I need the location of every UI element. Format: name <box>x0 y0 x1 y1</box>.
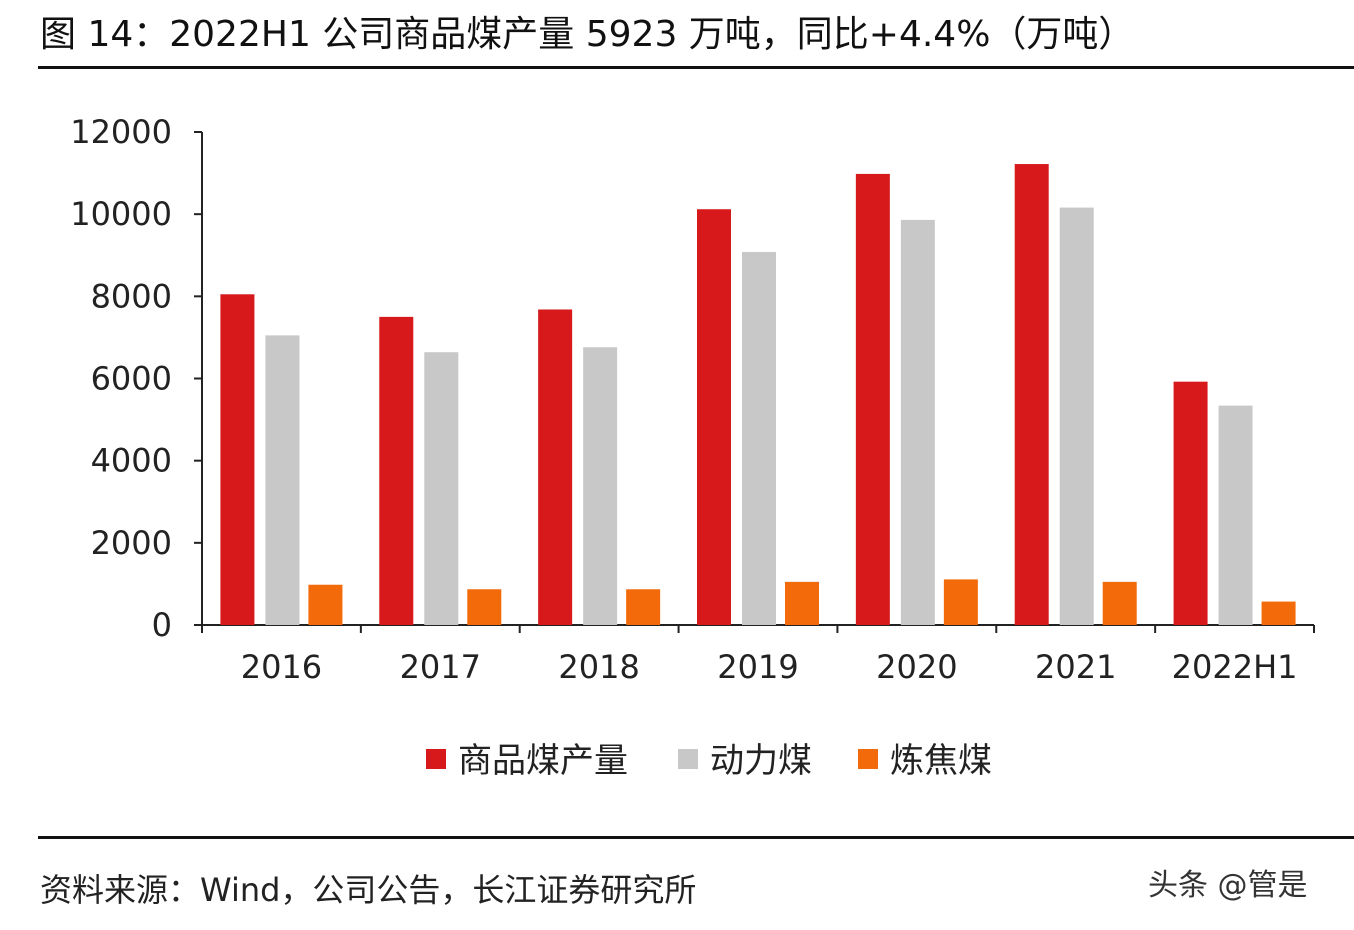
x-tick-label: 2019 <box>717 648 798 686</box>
bar-1-5 <box>1059 207 1094 626</box>
y-tick-label: 0 <box>152 606 172 644</box>
y-tick-label: 10000 <box>70 195 172 233</box>
y-tick-label: 2000 <box>91 524 172 562</box>
bar-1-1 <box>424 352 459 625</box>
legend-swatch <box>858 749 878 769</box>
bar-2-0 <box>308 584 343 625</box>
bar-2-4 <box>943 579 978 625</box>
bar-0-5 <box>1014 164 1049 626</box>
legend-swatch <box>678 749 698 769</box>
bar-2-3 <box>785 581 819 625</box>
bar-chart: 0 2000 4000 6000 8000 10000 12000 2016 2017 2018 2… <box>70 113 1315 781</box>
x-tick-label: 2020 <box>876 648 957 686</box>
x-tick-label: 2018 <box>558 648 639 686</box>
watermark: 头条 @管是 <box>1148 868 1308 903</box>
legend-label: 炼焦煤 <box>890 741 992 781</box>
legend-label: 动力煤 <box>710 741 812 781</box>
bar-1-6 <box>1218 405 1253 625</box>
bar-1-2 <box>583 347 618 625</box>
x-tick-label: 2022H1 <box>1172 648 1298 686</box>
title-rule <box>38 66 1354 69</box>
bar-2-1 <box>467 589 502 625</box>
y-tick-label: 12000 <box>70 113 172 151</box>
bar-0-1 <box>379 316 414 625</box>
bar-2-2 <box>626 589 661 625</box>
legend-swatch <box>426 749 446 769</box>
bar-0-6 <box>1173 381 1208 625</box>
y-tick-label: 8000 <box>91 277 172 315</box>
x-tick-label: 2017 <box>400 648 481 686</box>
bar-2-6 <box>1261 601 1296 625</box>
bar-0-4 <box>855 173 890 625</box>
figure-title: 图 14：2022H1 公司商品煤产量 5923 万吨，同比+4.4%（万吨） <box>40 14 1135 55</box>
bar-1-4 <box>900 219 935 625</box>
legend-label: 商品煤产量 <box>458 741 628 781</box>
bar-2-5 <box>1102 581 1137 625</box>
bar-1-0 <box>265 335 300 625</box>
bar-1-3 <box>742 251 776 626</box>
bar-0-0 <box>220 294 255 625</box>
x-tick-label: 2016 <box>241 648 322 686</box>
source-rule <box>38 836 1354 839</box>
y-tick-label: 6000 <box>91 360 172 398</box>
bar-0-3 <box>697 209 731 625</box>
bar-0-2 <box>538 309 573 625</box>
y-tick-label: 4000 <box>91 442 172 480</box>
source-note: 资料来源：Wind，公司公告，长江证券研究所 <box>40 871 697 909</box>
x-tick-label: 2021 <box>1035 648 1116 686</box>
